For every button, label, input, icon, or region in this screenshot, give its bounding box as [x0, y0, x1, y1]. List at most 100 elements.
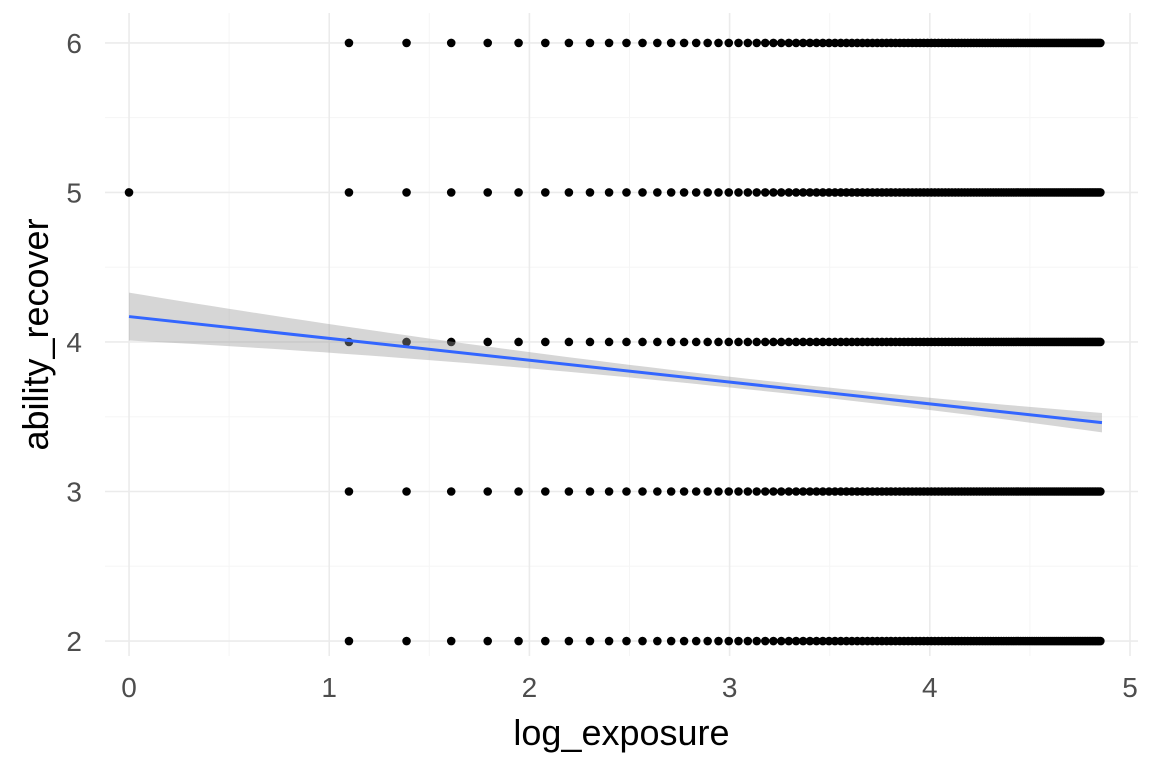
data-point: [744, 487, 753, 496]
data-point: [761, 637, 770, 646]
data-point: [769, 487, 778, 496]
data-point: [541, 188, 550, 197]
data-point: [714, 637, 723, 646]
data-point: [541, 487, 550, 496]
data-point: [724, 338, 733, 347]
data-point: [653, 487, 662, 496]
data-point: [622, 637, 631, 646]
data-point: [1096, 188, 1105, 197]
data-point: [703, 637, 712, 646]
data-point: [734, 39, 743, 48]
data-point: [667, 188, 676, 197]
data-point: [744, 338, 753, 347]
data-point: [724, 39, 733, 48]
data-point: [777, 487, 786, 496]
data-point: [605, 637, 614, 646]
data-point: [752, 637, 761, 646]
data-point: [638, 487, 647, 496]
data-point: [541, 338, 550, 347]
data-point: [483, 487, 492, 496]
data-point: [622, 188, 631, 197]
data-point: [653, 338, 662, 347]
y-tick-label: 2: [66, 626, 82, 657]
data-point: [734, 188, 743, 197]
y-tick-label: 5: [66, 177, 82, 208]
data-point: [638, 39, 647, 48]
y-tick-label: 6: [66, 28, 82, 59]
data-point: [692, 338, 701, 347]
data-point: [692, 39, 701, 48]
data-point: [565, 188, 574, 197]
data-point: [714, 39, 723, 48]
data-point: [638, 338, 647, 347]
data-point: [345, 637, 354, 646]
data-point: [680, 188, 689, 197]
data-point: [752, 39, 761, 48]
data-point: [752, 487, 761, 496]
data-point: [402, 637, 411, 646]
x-tick-label: 4: [922, 672, 938, 703]
data-point: [605, 39, 614, 48]
data-point: [345, 487, 354, 496]
data-point: [761, 487, 770, 496]
data-point: [692, 487, 701, 496]
data-point: [769, 637, 778, 646]
data-point: [1096, 338, 1105, 347]
data-point: [752, 188, 761, 197]
data-point: [724, 487, 733, 496]
data-point: [622, 39, 631, 48]
data-point: [586, 338, 595, 347]
data-point: [1096, 39, 1105, 48]
trend-line-group: [129, 317, 1102, 423]
data-point: [1096, 637, 1105, 646]
data-point: [761, 39, 770, 48]
data-point: [653, 637, 662, 646]
data-point: [402, 188, 411, 197]
data-point: [483, 188, 492, 197]
data-point: [703, 39, 712, 48]
data-point: [483, 637, 492, 646]
x-axis-title: log_exposure: [513, 712, 729, 753]
data-point: [565, 39, 574, 48]
y-axis-title: ability_recover: [15, 218, 56, 450]
data-point: [680, 487, 689, 496]
data-point: [345, 39, 354, 48]
data-point: [724, 637, 733, 646]
data-point: [541, 637, 550, 646]
data-point: [761, 188, 770, 197]
data-point: [752, 338, 761, 347]
data-point: [514, 39, 523, 48]
data-point: [605, 188, 614, 197]
data-point: [680, 637, 689, 646]
data-point: [680, 39, 689, 48]
data-point: [769, 338, 778, 347]
x-tick-label: 3: [722, 672, 738, 703]
data-point: [667, 39, 676, 48]
data-point: [586, 637, 595, 646]
data-point: [605, 487, 614, 496]
data-point: [483, 39, 492, 48]
data-point: [447, 188, 456, 197]
data-point: [447, 637, 456, 646]
data-point: [744, 188, 753, 197]
data-point: [703, 188, 712, 197]
data-point: [680, 338, 689, 347]
data-point: [447, 39, 456, 48]
data-point: [586, 487, 595, 496]
data-point: [667, 338, 676, 347]
x-tick-label: 1: [321, 672, 337, 703]
data-point: [605, 338, 614, 347]
data-point: [744, 39, 753, 48]
data-point: [777, 39, 786, 48]
x-tick-label: 2: [522, 672, 538, 703]
data-point: [622, 487, 631, 496]
data-point: [541, 39, 550, 48]
data-point: [402, 39, 411, 48]
data-point: [483, 338, 492, 347]
data-point: [565, 487, 574, 496]
data-point: [653, 188, 662, 197]
confidence-band: [129, 293, 1102, 433]
data-point: [777, 637, 786, 646]
data-point: [514, 338, 523, 347]
